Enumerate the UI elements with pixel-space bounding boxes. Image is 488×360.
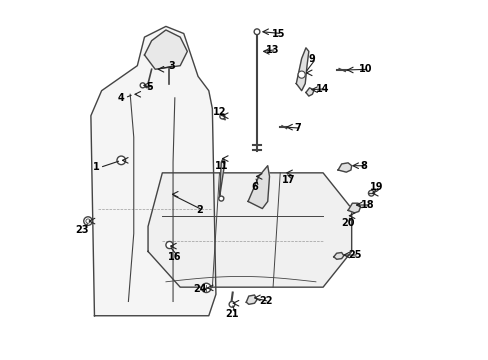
Text: 19: 19 xyxy=(369,182,383,192)
Polygon shape xyxy=(247,166,269,208)
Text: 18: 18 xyxy=(360,200,374,210)
Text: 23: 23 xyxy=(75,225,88,235)
Circle shape xyxy=(298,71,305,78)
Polygon shape xyxy=(148,173,351,287)
Circle shape xyxy=(254,29,259,35)
Circle shape xyxy=(229,301,234,307)
Polygon shape xyxy=(91,26,216,316)
Text: 8: 8 xyxy=(360,161,367,171)
Circle shape xyxy=(218,196,224,201)
Text: 10: 10 xyxy=(359,64,372,74)
Circle shape xyxy=(367,190,373,196)
Text: 9: 9 xyxy=(308,54,315,64)
Text: 25: 25 xyxy=(348,250,361,260)
Text: 21: 21 xyxy=(225,309,238,319)
Circle shape xyxy=(201,283,210,293)
Polygon shape xyxy=(305,88,313,96)
Text: 2: 2 xyxy=(196,205,203,215)
Polygon shape xyxy=(246,295,257,304)
Text: 17: 17 xyxy=(282,175,295,185)
Text: 14: 14 xyxy=(316,84,329,94)
Circle shape xyxy=(83,217,92,225)
Text: 6: 6 xyxy=(251,182,258,192)
Circle shape xyxy=(86,219,90,223)
Polygon shape xyxy=(144,30,187,69)
Polygon shape xyxy=(333,252,343,259)
Circle shape xyxy=(140,83,145,88)
Text: 13: 13 xyxy=(266,45,279,55)
Text: 22: 22 xyxy=(259,296,272,306)
Text: 20: 20 xyxy=(341,218,354,228)
Circle shape xyxy=(165,242,173,249)
Text: 15: 15 xyxy=(271,28,285,39)
Circle shape xyxy=(117,156,125,165)
Text: 11: 11 xyxy=(214,161,227,171)
Text: 1: 1 xyxy=(93,162,100,172)
Text: 5: 5 xyxy=(146,82,153,92)
Polygon shape xyxy=(296,48,308,91)
Text: 24: 24 xyxy=(193,284,206,294)
Polygon shape xyxy=(219,158,224,198)
Text: 3: 3 xyxy=(167,61,174,71)
Text: 7: 7 xyxy=(294,123,301,133)
Text: 12: 12 xyxy=(212,107,226,117)
Circle shape xyxy=(220,114,224,119)
Polygon shape xyxy=(347,203,360,213)
Polygon shape xyxy=(337,163,351,172)
Text: 16: 16 xyxy=(168,252,181,262)
Text: 4: 4 xyxy=(118,93,124,103)
